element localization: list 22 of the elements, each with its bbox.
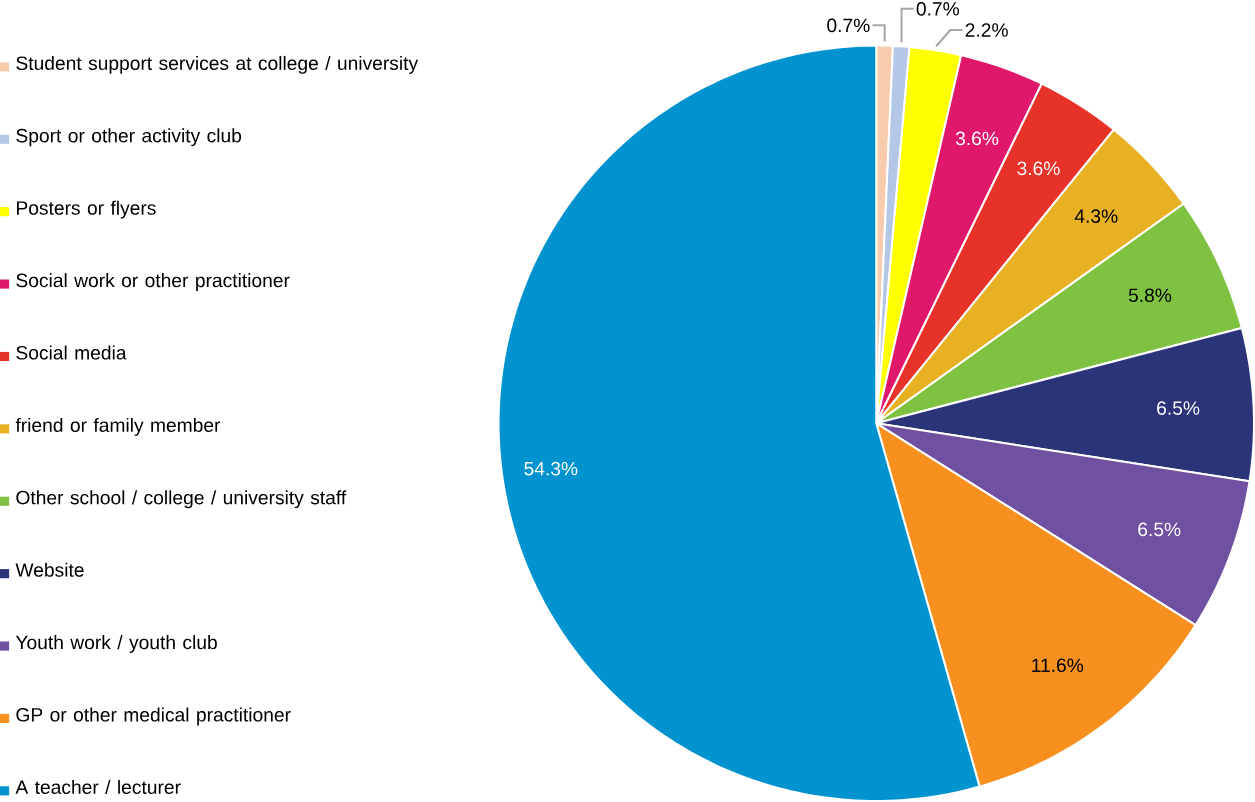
data-label: 2.2% [965,23,1008,37]
data-label: 11.6% [1032,658,1084,673]
data-label: 4.3% [1074,209,1118,223]
data-label: 54.3% [524,461,578,476]
data-label: 3.6% [1017,161,1060,176]
legend-label: Social media [16,345,127,360]
legend-label: Youth work / youth club [15,635,217,653]
legend-label: A teacher / lecturer [15,779,181,794]
legend-label: Sport or other activity club [16,128,242,147]
data-label: 5.8% [1128,288,1172,303]
legend-label: GP or other medical practitioner [16,707,291,726]
legend-label: Other school / college / university staff [16,490,347,509]
legend-label: Website [15,562,84,577]
data-label: 3.6% [955,131,999,146]
legend-label: Posters or flyers [17,200,156,219]
data-label: 6.5% [1157,401,1200,415]
legend-label: friend or family member [15,417,221,436]
legend-label: Social work or other practitioner [16,273,290,292]
data-label: 6.5% [1138,522,1181,537]
data-label: 0.7% [916,2,960,16]
data-label: 0.7% [827,18,870,33]
legend-label: Student support services at college / university [16,55,419,74]
